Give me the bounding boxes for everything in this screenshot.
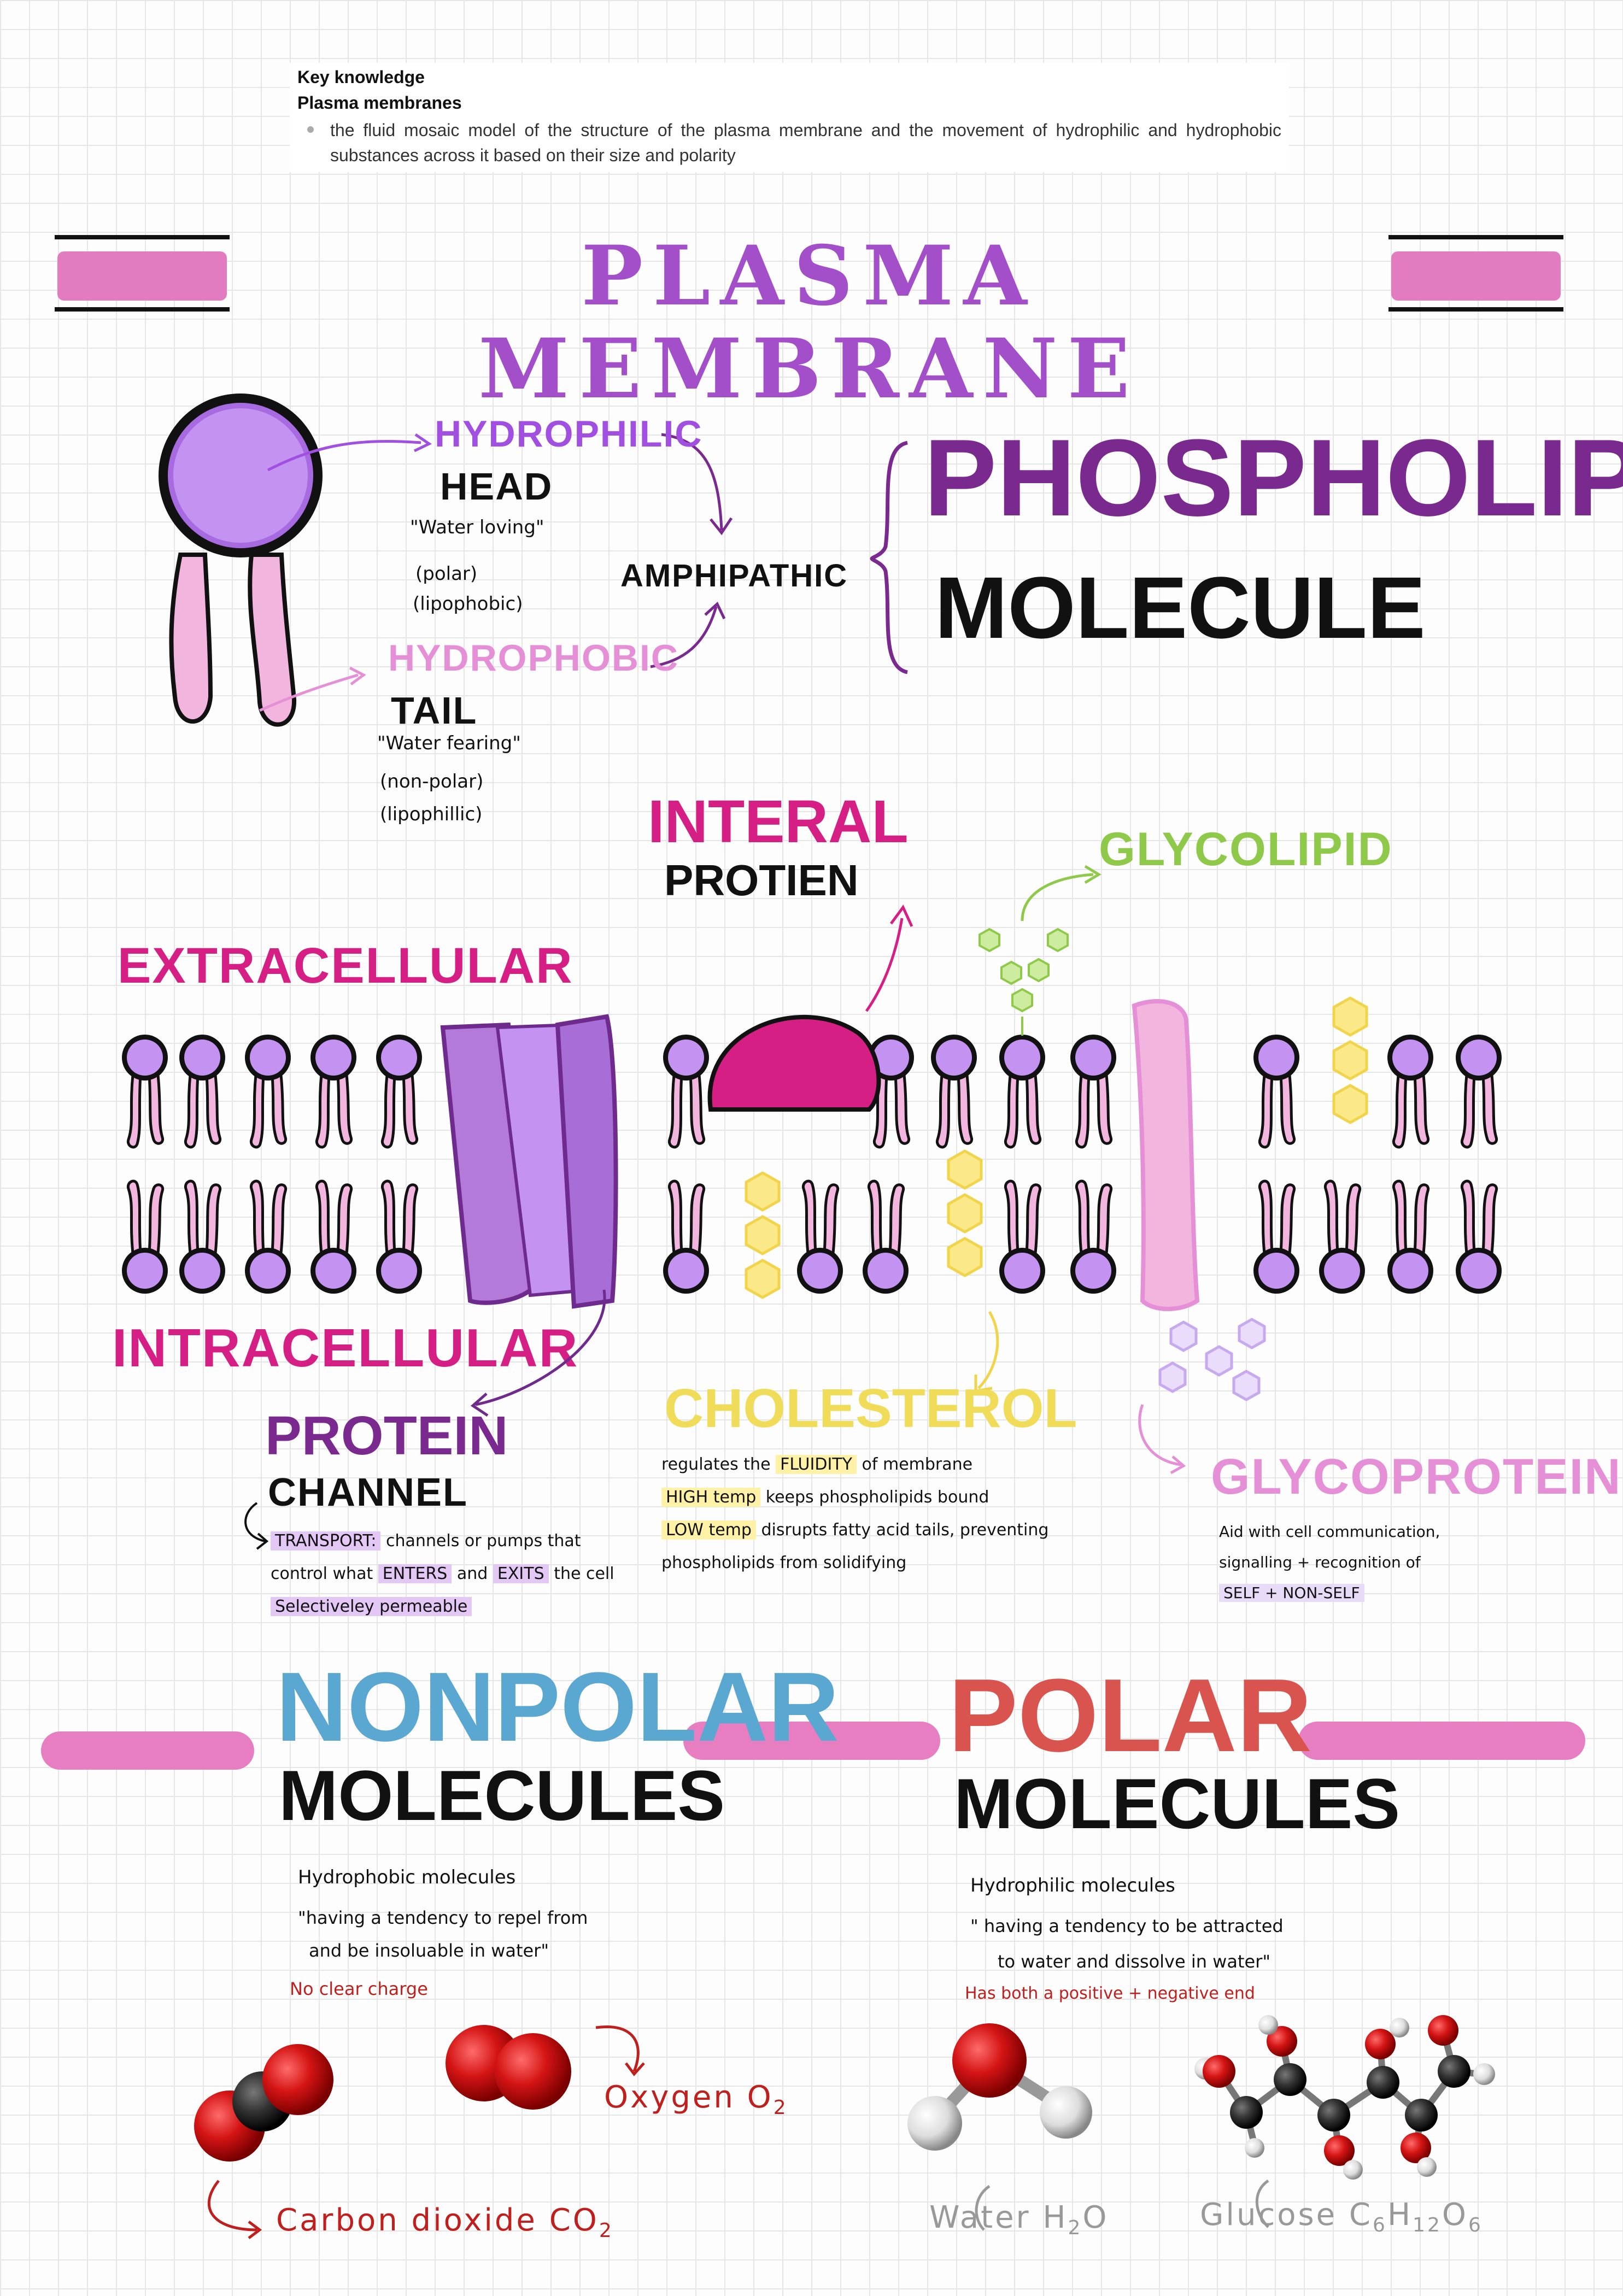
- protien-label: PROTIEN: [664, 856, 859, 905]
- low-temp-label: LOW temp: [661, 1520, 756, 1540]
- key-knowledge-subheading: Plasma membranes: [297, 93, 462, 113]
- chol-b3: disrupts fatty acid tails, preventing: [761, 1520, 1049, 1540]
- polar-subtitle: MOLECULES: [954, 1764, 1401, 1843]
- molecule-models: [194, 2015, 1495, 2239]
- phospholipid-diagram: [159, 394, 323, 727]
- divider-band-right: [1298, 1722, 1585, 1760]
- water-o: O: [1082, 2200, 1109, 2235]
- nonpolar-b2a: "having a tendency to repel from: [298, 1907, 588, 1928]
- water-text: Water H: [929, 2200, 1068, 2235]
- channel-line2-end: the cell: [554, 1564, 614, 1583]
- molecule-title: MOLECULE: [935, 559, 1426, 656]
- selective-label: Selectiveley permeable: [271, 1597, 472, 1616]
- protein-title: PROTEIN: [265, 1405, 508, 1466]
- brace-icon: [870, 441, 908, 674]
- channel-arrow-icon: [244, 1502, 269, 1550]
- page-title: PLASMA MEMBRANE: [478, 228, 1140, 417]
- polar-b3: Has both a positive + negative end: [965, 1984, 1255, 2003]
- co2-model-icon: [194, 2044, 333, 2162]
- glucose-text: Glucose C: [1200, 2197, 1373, 2233]
- oxygen-text: Oxygen O: [604, 2080, 774, 2115]
- head-label: HEAD: [440, 465, 553, 508]
- key-knowledge-heading: Key knowledge: [297, 67, 425, 87]
- tail-nonpolar: (non-polar): [380, 771, 484, 792]
- title-banner-bars: [55, 235, 1563, 312]
- glucose-h: H: [1387, 2197, 1413, 2233]
- nonpolar-b2b: and be insoluable in water": [309, 1940, 549, 1961]
- divider-band-middle: [683, 1722, 940, 1760]
- cholesterol-title: CHOLESTEROL: [664, 1378, 1077, 1439]
- channel-title: CHANNEL: [268, 1471, 468, 1514]
- glucose-model-icon: [1194, 2015, 1495, 2180]
- chol-b2: keeps phospholipids bound: [765, 1488, 989, 1507]
- glyco-b1: Aid with cell communication,: [1219, 1523, 1440, 1541]
- nonpolar-b1: Hydrophobic molecules: [298, 1866, 516, 1888]
- intracellular-label: INTRACELLULAR: [112, 1318, 579, 1378]
- oxygen-subscript: 2: [773, 2097, 788, 2119]
- glucose-sub2: 12: [1413, 2214, 1442, 2237]
- key-knowledge-bullet: the fluid mosaic model of the structure …: [297, 118, 1281, 168]
- head-quote: "Water loving": [410, 516, 544, 538]
- water-subscript: 2: [1068, 2217, 1083, 2240]
- channel-line2a: control what: [271, 1564, 373, 1583]
- polar-title: POLAR: [948, 1658, 1312, 1774]
- high-temp-label: HIGH temp: [661, 1488, 761, 1507]
- membrane-bilayer: [93, 865, 1514, 1475]
- glycoprotein-desc: Aid with cell communication, signalling …: [1219, 1517, 1602, 1608]
- amphipathic-label: AMPHIPATHIC: [620, 558, 848, 594]
- chol-b3-cont: phospholipids from solidifying: [661, 1553, 907, 1572]
- phospholipid-arrows: [259, 433, 733, 712]
- title-banner: PLASMA MEMBRANE: [46, 230, 1577, 415]
- self-nonself-label: SELF + NON-SELF: [1219, 1584, 1364, 1602]
- water-label: Water H2O: [929, 2200, 1109, 2239]
- glucose-o: O: [1442, 2197, 1468, 2233]
- chol-b1a: regulates the: [661, 1455, 771, 1474]
- transport-label: TRANSPORT:: [271, 1531, 381, 1551]
- polar-b2a: " having a tendency to be attracted: [970, 1916, 1284, 1936]
- chol-b1b: of membrane: [862, 1455, 973, 1474]
- nonpolar-b3: No clear charge: [290, 1978, 428, 1999]
- enters-label: ENTERS: [378, 1564, 452, 1583]
- nonpolar-title: NONPOLAR: [276, 1652, 839, 1762]
- o2-model-icon: [446, 2025, 571, 2110]
- nonpolar-subtitle: MOLECULES: [279, 1755, 725, 1835]
- polar-b2b: to water and dissolve in water": [998, 1951, 1271, 1972]
- polar-b1: Hydrophilic molecules: [970, 1875, 1175, 1896]
- glycoprotein-title: GLYCOPROTEIN: [1211, 1449, 1622, 1505]
- tail-label: TAIL: [391, 689, 478, 732]
- extracellular-label: EXTRACELLULAR: [118, 938, 573, 994]
- glucose-sub3: 6: [1468, 2214, 1483, 2237]
- interal-label: INTERAL: [648, 788, 909, 855]
- co2-text: Carbon dioxide CO: [276, 2203, 599, 2238]
- exits-label: EXITS: [493, 1564, 549, 1583]
- hydrophilic-label: HYDROPHILIC: [435, 413, 703, 455]
- glucose-label: Glucose C6H12O6: [1200, 2197, 1483, 2236]
- channel-line1: channels or pumps that: [386, 1531, 581, 1551]
- glyco-b2: signalling + recognition of: [1219, 1553, 1421, 1571]
- divider-band-left: [41, 1731, 254, 1770]
- head-polar: (polar): [415, 563, 478, 585]
- channel-desc: TRANSPORT: channels or pumps that contro…: [271, 1525, 631, 1623]
- glucose-sub1: 6: [1373, 2214, 1387, 2237]
- cholesterol-desc: regulates the FLUIDITY of membrane HIGH …: [661, 1448, 1099, 1579]
- co2-label: Carbon dioxide CO2: [276, 2203, 614, 2242]
- oxygen-label: Oxygen O2: [604, 2080, 788, 2119]
- fluidity-label: FLUIDITY: [776, 1455, 857, 1474]
- glycolipid-label: GLYCOLIPID: [1099, 823, 1393, 876]
- key-knowledge-box: Key knowledge Plasma membranes the fluid…: [290, 63, 1289, 172]
- co2-subscript: 2: [599, 2219, 614, 2242]
- tail-quote: "Water fearing": [377, 732, 521, 754]
- water-model-icon: [907, 2023, 1092, 2151]
- tail-lipophillic: (lipophillic): [380, 803, 483, 825]
- phospholipid-title: PHOSPHOLIPID: [924, 417, 1623, 539]
- head-lipophobic: (lipophobic): [413, 593, 523, 615]
- hydrophobic-label: HYDROPHOBIC: [388, 637, 679, 679]
- channel-line2-and: and: [456, 1564, 488, 1583]
